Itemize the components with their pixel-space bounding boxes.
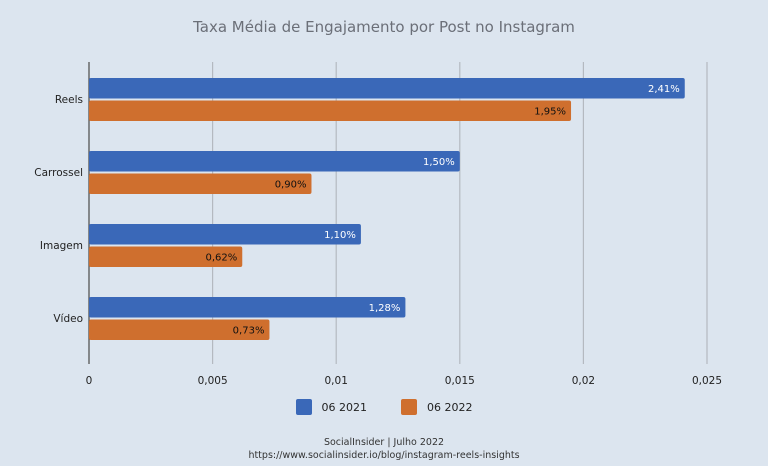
legend: 06 2021 06 2022	[0, 399, 768, 415]
chart-title: Taxa Média de Engajamento por Post no In…	[193, 18, 575, 36]
data-label: 0,73%	[233, 326, 265, 337]
legend-swatch-2022	[401, 399, 417, 415]
footer-url[interactable]: https://www.socialinsider.io/blog/instag…	[248, 450, 520, 461]
bar-06-2021	[89, 224, 361, 245]
legend-label-2022: 06 2022	[427, 400, 473, 414]
x-tick-label: 0,005	[198, 375, 228, 387]
category-label: Carrossel	[34, 167, 83, 179]
data-label: 1,28%	[369, 303, 401, 314]
footer-source: SocialInsider | Julho 2022	[323, 437, 445, 448]
legend-swatch-2021	[295, 399, 312, 415]
legend-label-2021: 06 2021	[321, 400, 368, 414]
category-label: Reels	[55, 94, 83, 106]
legend-item-2021: 06 2021	[295, 399, 368, 415]
data-label: 0,90%	[275, 180, 307, 191]
legend-item-2022: 06 2022	[401, 399, 473, 415]
data-label: 1,95%	[534, 107, 566, 118]
x-tick-label: 0,015	[445, 375, 475, 387]
bar-06-2022	[89, 100, 572, 121]
data-label: 2,41%	[648, 84, 680, 95]
x-tick-label: 0,02	[572, 375, 595, 387]
bar-06-2022	[89, 319, 270, 340]
data-label: 1,10%	[324, 230, 356, 241]
category-label: Vídeo	[53, 313, 83, 325]
x-tick-label: 0,01	[325, 375, 348, 387]
category-label: Imagem	[40, 240, 83, 252]
bar-06-2022	[89, 246, 243, 267]
bar-06-2022	[89, 173, 312, 194]
data-label: 1,50%	[423, 157, 455, 168]
data-label: 0,62%	[205, 253, 237, 264]
bar-06-2021	[89, 151, 460, 172]
x-tick-label: 0	[86, 375, 93, 387]
bar-06-2021	[89, 297, 406, 318]
x-tick-label: 0,025	[692, 375, 722, 387]
bar-06-2021	[89, 78, 685, 99]
